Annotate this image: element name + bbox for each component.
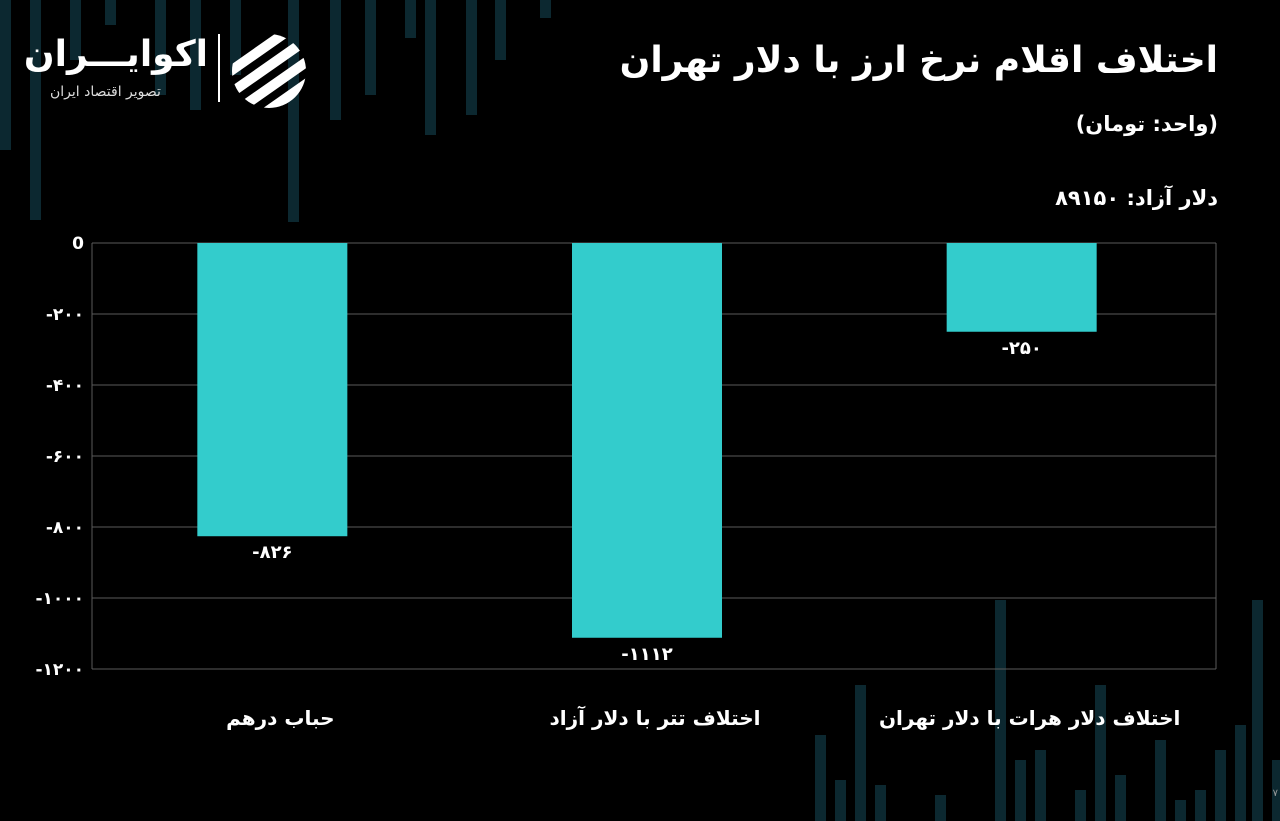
data-label: -۲۵۰ xyxy=(1001,338,1041,359)
y-tick-label: -۱۰۰۰ xyxy=(35,589,84,609)
decorative-candle xyxy=(540,0,551,18)
decorative-candle xyxy=(155,0,166,95)
decorative-candle xyxy=(288,0,299,222)
y-tick-label: -۸۰۰ xyxy=(46,518,84,538)
decorative-candle xyxy=(190,0,201,110)
decorative-candle xyxy=(1272,760,1280,821)
decorative-candle xyxy=(330,0,341,120)
chart-title: اختلاف اقلام نرخ ارز با دلار تهران xyxy=(619,40,1218,81)
decorative-candle xyxy=(1015,760,1026,821)
bar xyxy=(197,243,348,537)
decorative-candle xyxy=(935,795,946,821)
logo-name: اکوایـــران xyxy=(23,34,208,75)
decorative-candle xyxy=(70,0,81,60)
decorative-candle xyxy=(425,0,436,135)
chart-unit-note: (واحد: تومان) xyxy=(1075,112,1218,136)
decorative-candle xyxy=(1215,750,1226,821)
free-dollar-rate: دلار آزاد: ۸۹۱۵۰ xyxy=(1055,186,1218,210)
decorative-candle xyxy=(1035,750,1046,821)
data-label: -۱۱۱۲ xyxy=(621,644,672,665)
decorative-candle xyxy=(995,600,1006,821)
decorative-candle xyxy=(365,0,376,95)
bar xyxy=(572,243,722,638)
logo-mark-icon xyxy=(232,34,306,108)
logo-tagline: تصویر اقتصاد ایران xyxy=(50,84,161,100)
decorative-candle xyxy=(105,0,116,25)
decorative-candle xyxy=(875,785,886,821)
y-tick-label: -۲۰۰ xyxy=(46,305,84,325)
category-label: اختلاف دلار هرات با دلار تهران xyxy=(879,706,1180,730)
category-label: اختلاف تتر با دلار آزاد xyxy=(550,705,761,730)
category-label: حباب درهم xyxy=(226,706,334,730)
corner-mark: ۷ xyxy=(1272,788,1278,799)
decorative-candle xyxy=(30,0,41,220)
decorative-candle xyxy=(815,735,826,821)
y-tick-label: -۴۰۰ xyxy=(46,376,84,396)
decorative-candle xyxy=(855,685,866,821)
y-tick-label: -۱۲۰۰ xyxy=(35,660,84,680)
logo: اکوایـــران تصویر اقتصاد ایران xyxy=(23,30,318,110)
decorative-candle xyxy=(466,0,477,115)
bar xyxy=(946,243,1097,332)
y-tick-label: -۶۰۰ xyxy=(46,447,84,467)
decorative-candle xyxy=(405,0,416,38)
y-tick-label: 0 xyxy=(72,234,84,254)
decorative-candle xyxy=(835,780,846,821)
data-label: -۸۲۶ xyxy=(252,542,292,563)
decorative-candle xyxy=(1252,600,1263,821)
decorative-candle xyxy=(1155,740,1166,821)
decorative-candle xyxy=(1095,685,1106,821)
decorative-candle xyxy=(1235,725,1246,821)
decorative-candle xyxy=(0,0,11,150)
decorative-candle xyxy=(1075,790,1086,821)
decorative-candle xyxy=(1175,800,1186,821)
decorative-candle xyxy=(495,0,506,60)
logo-divider xyxy=(218,34,220,102)
decorative-candle xyxy=(1195,790,1206,821)
decorative-candle xyxy=(230,0,241,75)
decorative-candle xyxy=(1115,775,1126,821)
